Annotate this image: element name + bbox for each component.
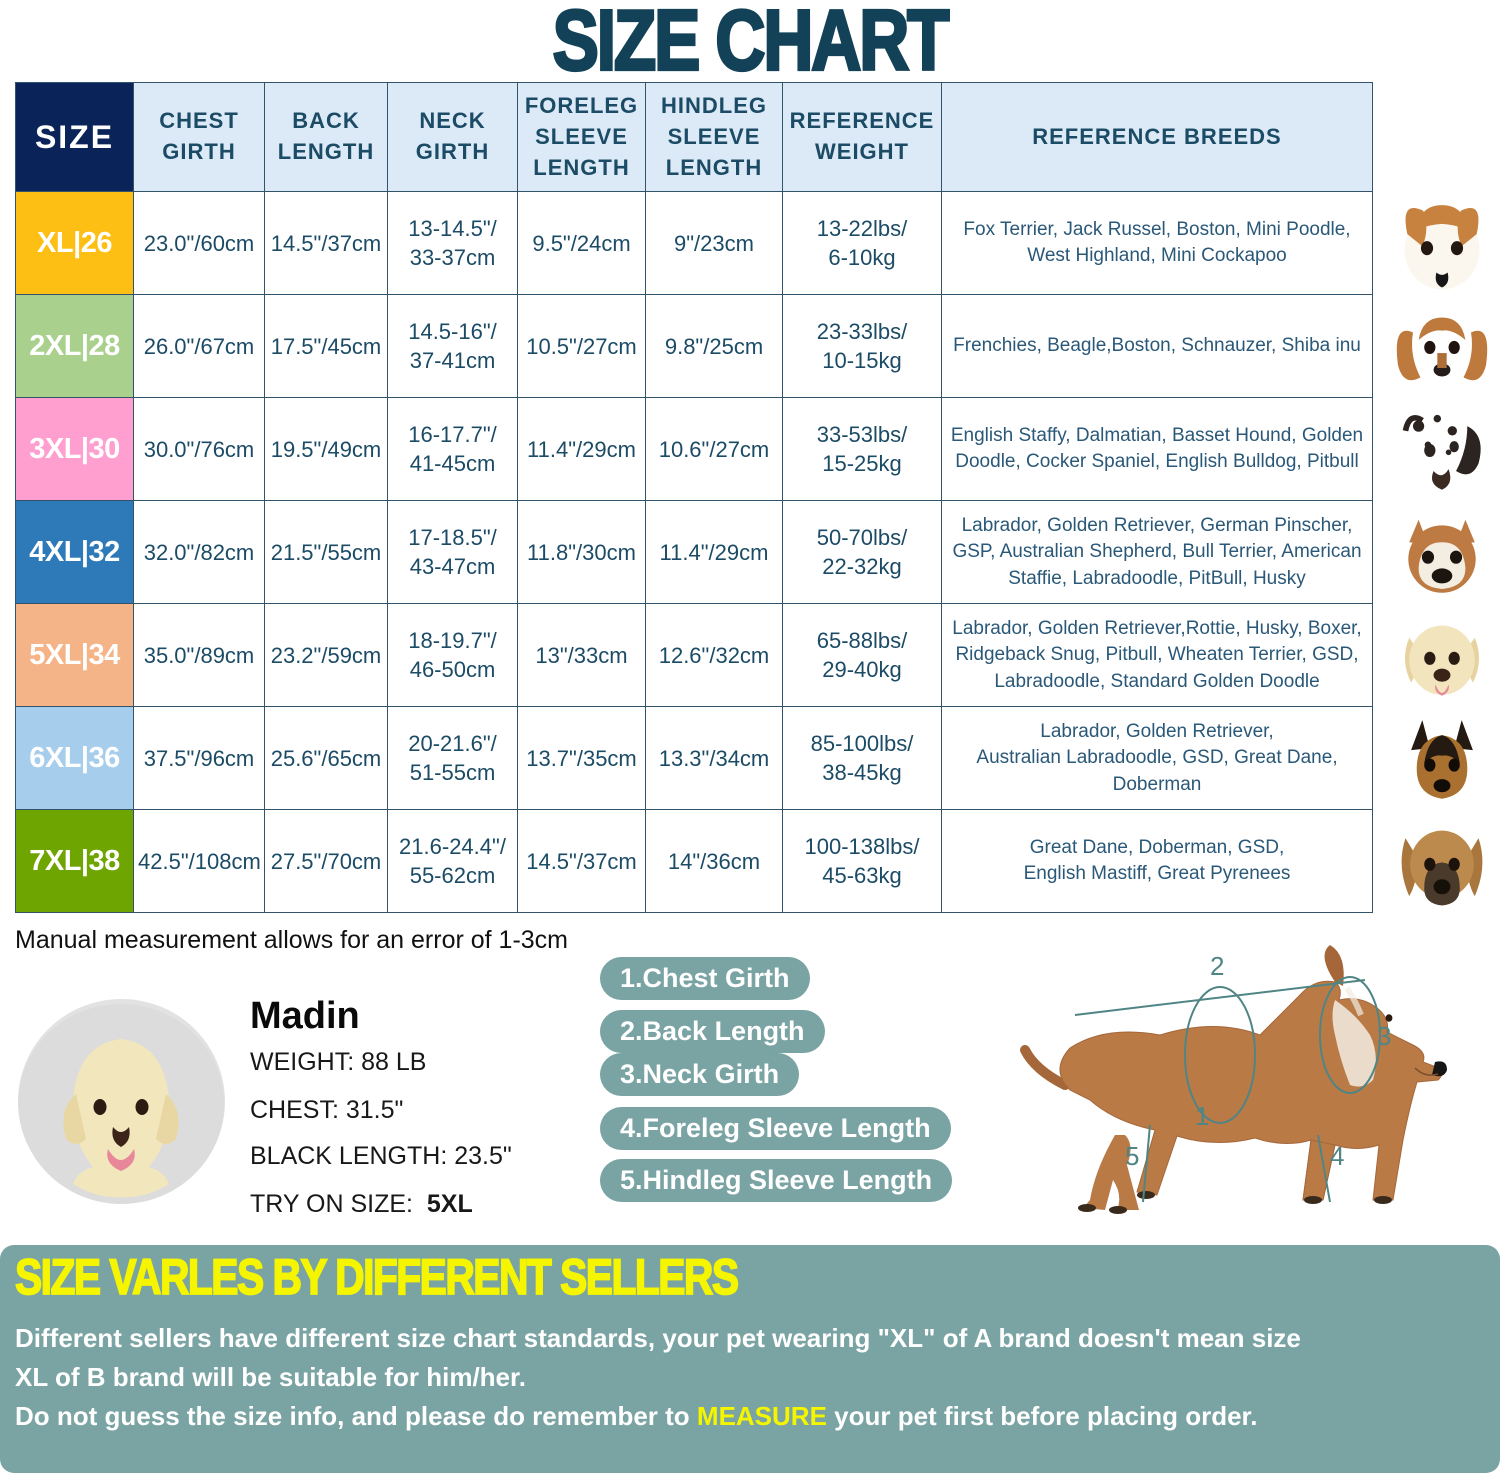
svg-text:3: 3 — [1377, 1021, 1391, 1051]
svg-text:2: 2 — [1210, 951, 1224, 981]
svg-text:4: 4 — [1330, 1141, 1344, 1171]
svg-text:1: 1 — [1195, 1101, 1209, 1131]
svg-text:5: 5 — [1125, 1141, 1139, 1171]
